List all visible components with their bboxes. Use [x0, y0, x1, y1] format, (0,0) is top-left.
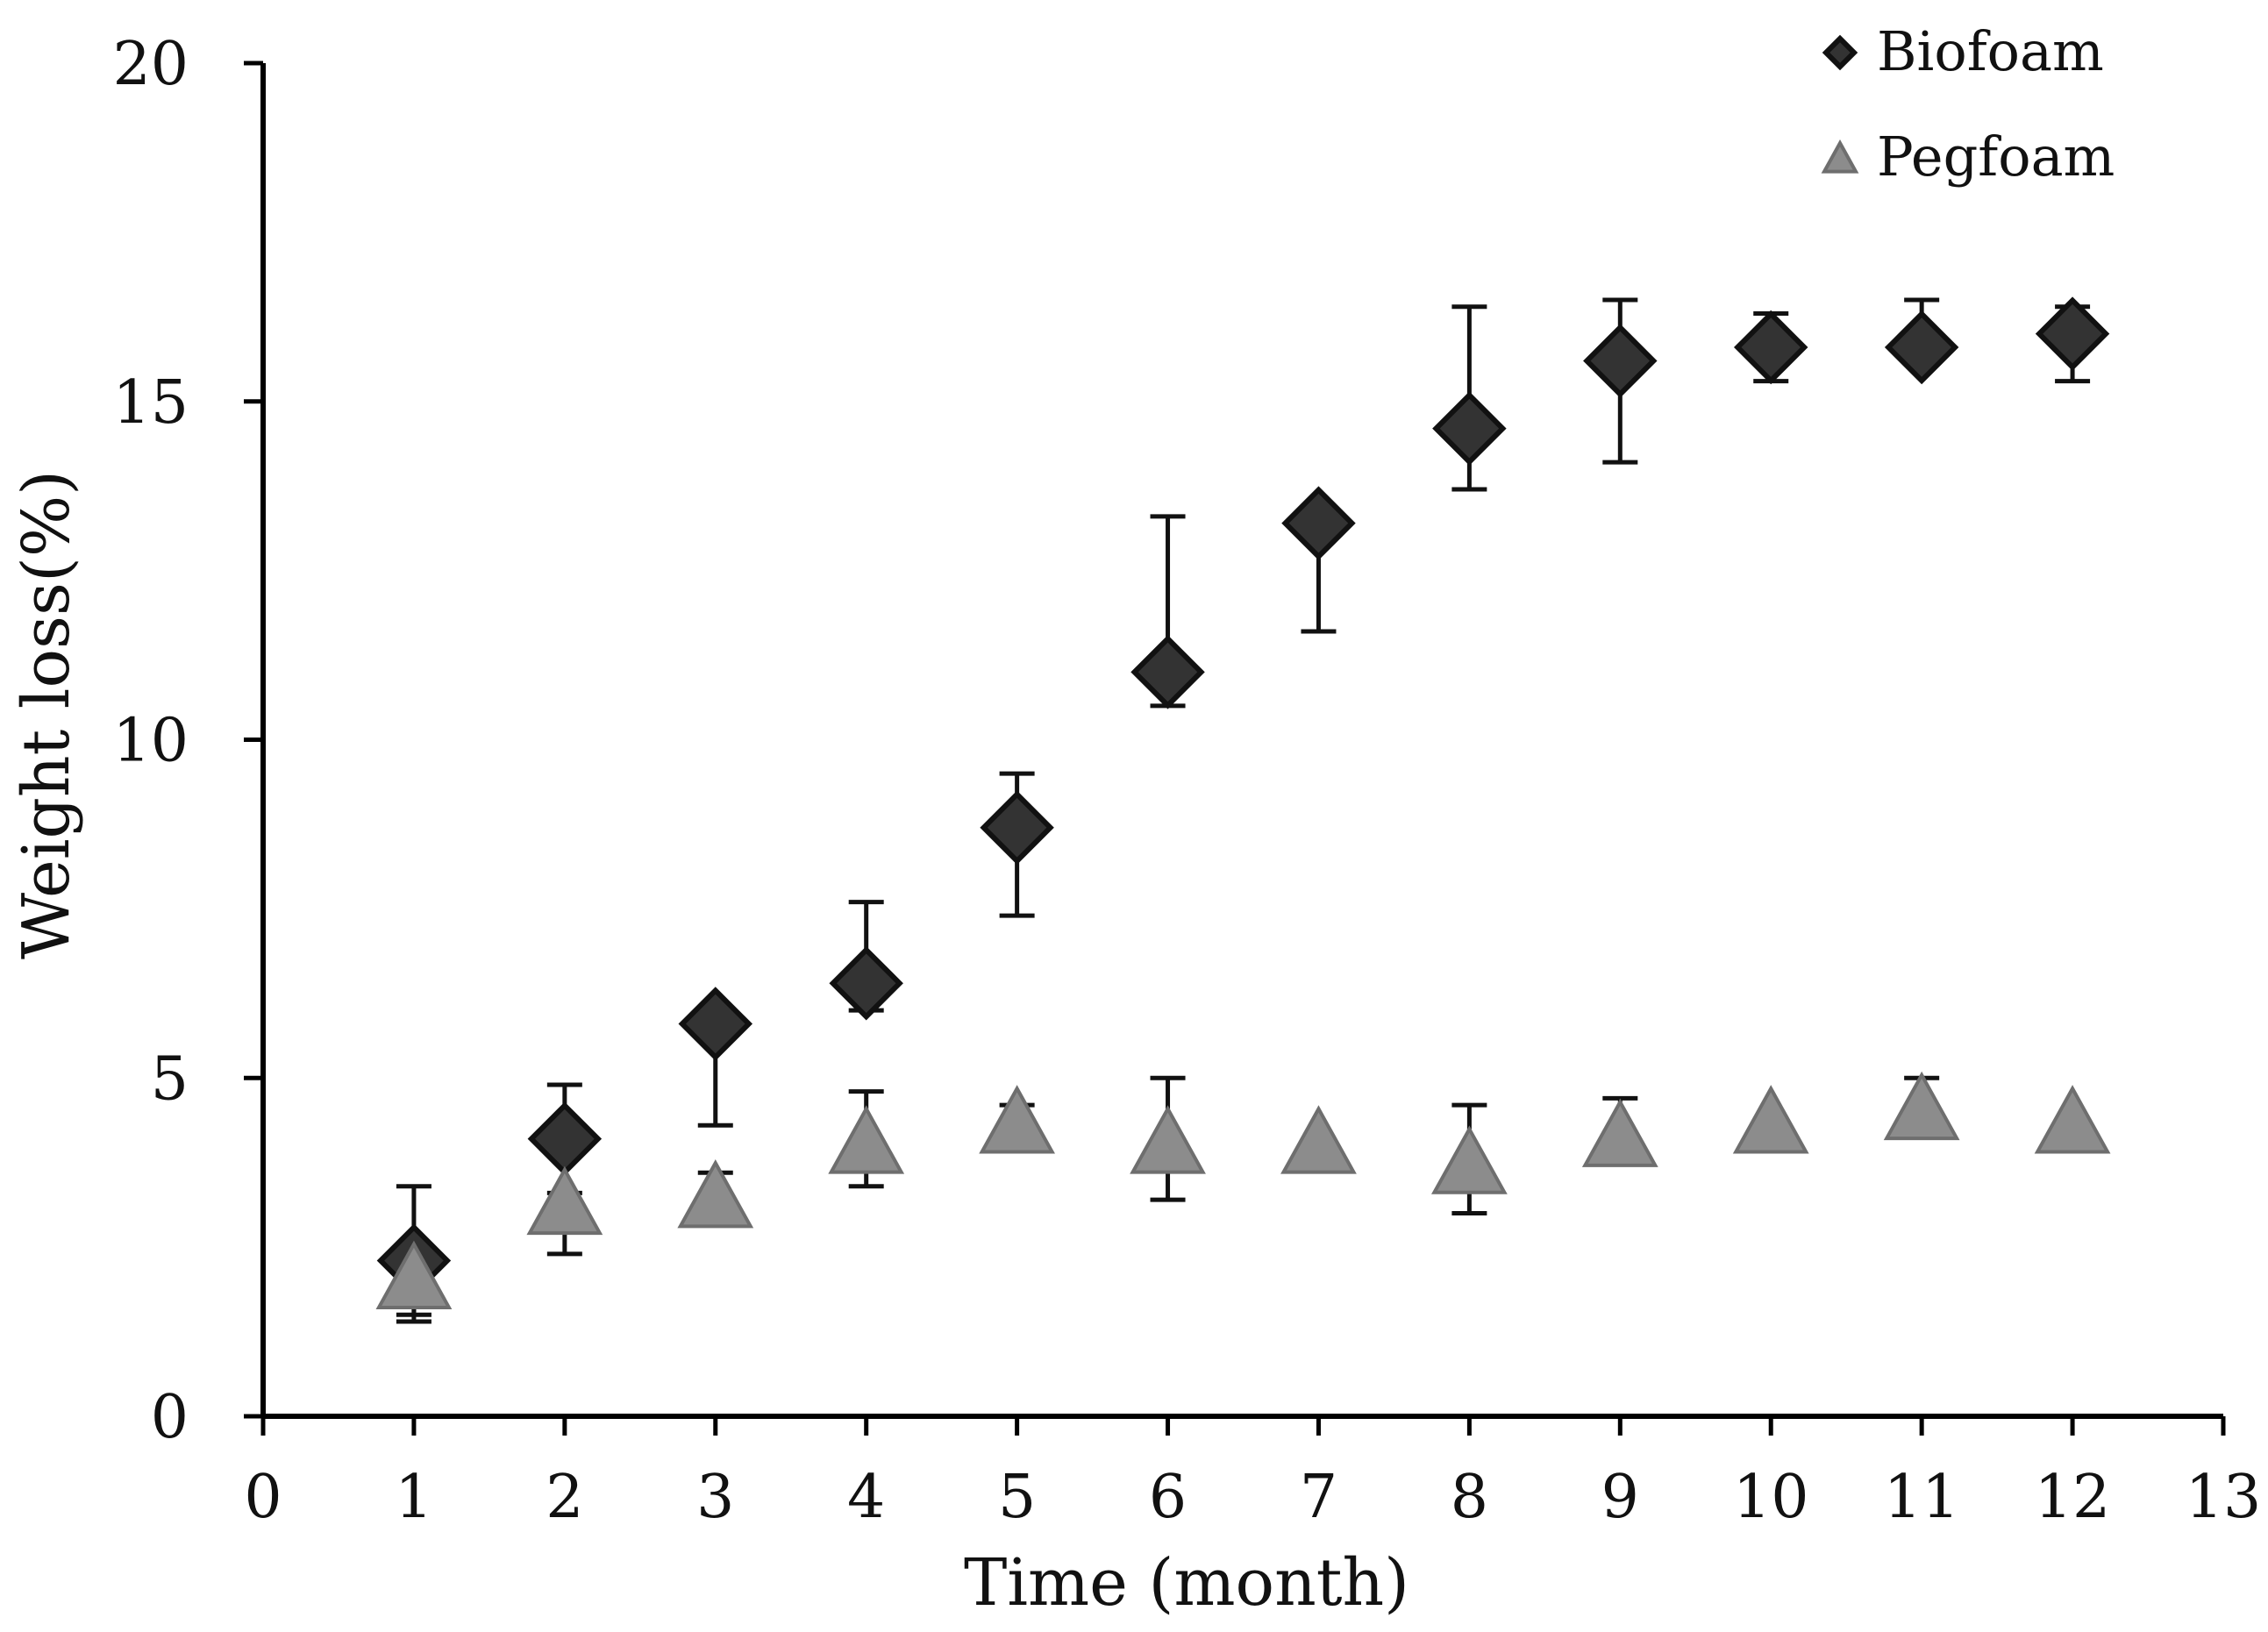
x-tick-label: 7: [1300, 1463, 1337, 1532]
x-tick-label: 0: [244, 1463, 282, 1532]
y-tick-label: 15: [112, 368, 189, 438]
biofoam-point: [1432, 391, 1507, 466]
pegfoam-point: [1280, 1105, 1357, 1174]
biofoam-point: [829, 945, 903, 1021]
biofoam-point: [1583, 324, 1658, 398]
pegfoam-point: [979, 1085, 1056, 1154]
biofoam-point: [1130, 635, 1205, 709]
x-tick-label: 12: [2035, 1463, 2111, 1532]
pegfoam-point: [828, 1105, 905, 1174]
pegfoam-point: [1581, 1098, 1658, 1167]
biofoam-point: [1281, 486, 1356, 560]
x-tick-label: 3: [696, 1463, 734, 1532]
legend-biofoam-marker: [1822, 34, 1858, 71]
legend: Biofoam Pegfoam: [1821, 19, 2115, 189]
biofoam-point: [1733, 310, 1808, 385]
x-tick-label: 9: [1601, 1463, 1639, 1532]
biofoam-point: [2035, 296, 2110, 371]
x-tick-label: 1: [395, 1463, 432, 1532]
pegfoam-point: [1883, 1071, 1960, 1141]
pegfoam-point: [526, 1165, 603, 1236]
legend-biofoam-label: Biofoam: [1877, 19, 2104, 83]
x-axis-title: Time (month): [964, 1545, 1409, 1621]
pegfoam-point: [1732, 1085, 1809, 1154]
legend-pegfoam-label: Pegfoam: [1877, 125, 2115, 189]
x-tick-label: 13: [2186, 1463, 2262, 1532]
y-tick-label: 10: [112, 707, 189, 776]
y-tick-label: 0: [151, 1383, 189, 1452]
pegfoam-point: [1130, 1105, 1206, 1174]
x-tick-label: 11: [1884, 1463, 1960, 1532]
pegfoam-point: [2034, 1085, 2111, 1154]
x-tick-label: 5: [998, 1463, 1036, 1532]
y-tick-label: 5: [151, 1044, 189, 1114]
y-tick-label: 20: [112, 30, 189, 99]
biofoam-point: [1884, 310, 1959, 385]
x-tick-label: 6: [1149, 1463, 1187, 1532]
biofoam-point: [678, 987, 753, 1061]
biofoam-point: [980, 790, 1054, 866]
plot-area: [375, 296, 2111, 1324]
legend-pegfoam-marker: [1821, 139, 1859, 174]
x-tick-label: 8: [1451, 1463, 1488, 1532]
x-tick-label: 10: [1733, 1463, 1809, 1532]
biofoam-point: [527, 1101, 603, 1176]
pegfoam-point: [677, 1158, 754, 1229]
pegfoam-point: [1430, 1125, 1508, 1194]
y-axis-title: Weight loss(%): [9, 470, 84, 959]
x-tick-label: 2: [546, 1463, 583, 1532]
pegfoam-point: [375, 1240, 453, 1309]
x-tick-label: 4: [847, 1463, 885, 1532]
